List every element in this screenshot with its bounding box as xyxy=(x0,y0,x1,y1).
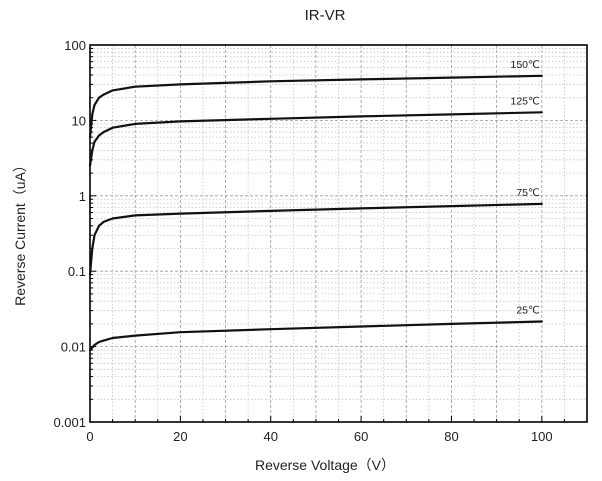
y-axis-label: Reverse Current（uA） xyxy=(12,158,28,306)
x-tick-label: 100 xyxy=(531,429,553,444)
y-tick-label: 100 xyxy=(64,38,86,53)
series-label: 75℃ xyxy=(516,187,539,199)
x-tick-label: 80 xyxy=(444,429,458,444)
axis-ticks: 0 20 40 60 80 100 0.001 0.01 0.1 1 10 100 xyxy=(53,38,587,444)
y-tick-label: 0.01 xyxy=(61,340,86,355)
chart-title: IR-VR xyxy=(305,7,346,24)
series-label: 25℃ xyxy=(516,305,539,317)
series-label: 125℃ xyxy=(511,95,540,107)
x-tick-label: 0 xyxy=(86,429,93,444)
y-tick-label: 1 xyxy=(79,189,86,204)
x-tick-label: 60 xyxy=(354,429,368,444)
y-tick-label: 0.1 xyxy=(68,264,86,279)
x-axis-label: Reverse Voltage（V） xyxy=(255,457,395,473)
y-tick-label: 10 xyxy=(72,113,86,128)
series-label: 150℃ xyxy=(511,59,540,71)
x-tick-label: 40 xyxy=(263,429,277,444)
series-line-2 xyxy=(90,204,542,275)
x-tick-label: 20 xyxy=(173,429,187,444)
y-tick-label: 0.001 xyxy=(53,415,86,430)
